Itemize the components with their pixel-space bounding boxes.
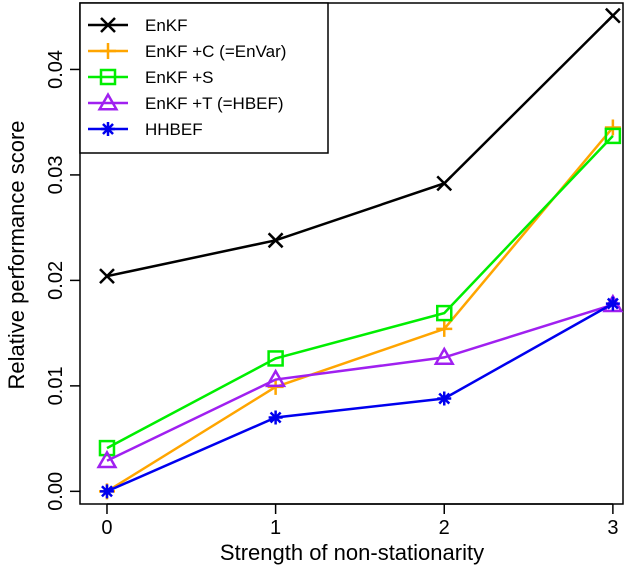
data-point-square xyxy=(604,127,622,145)
legend-label: EnKF +T (=HBEF) xyxy=(145,94,284,113)
data-point-x xyxy=(436,175,453,192)
data-point-triangle xyxy=(265,368,287,388)
legend-item: EnKF +C (=EnVar) xyxy=(88,42,286,61)
y-tick-label: 0.04 xyxy=(45,50,67,89)
data-point-asterisk xyxy=(268,410,283,425)
x-tick-label: 3 xyxy=(607,517,618,539)
data-point-square xyxy=(98,439,116,457)
y-tick-label: 0.02 xyxy=(45,261,67,300)
legend-marker-plus xyxy=(100,43,116,59)
data-point-asterisk xyxy=(99,484,114,499)
x-tick-label: 2 xyxy=(439,517,450,539)
data-point-square xyxy=(435,304,453,322)
legend-item: EnKF +S xyxy=(88,68,214,87)
series-layer xyxy=(96,7,624,500)
series-hhbef xyxy=(99,296,620,499)
legend-marker-triangle xyxy=(97,92,119,111)
data-point-x xyxy=(99,268,115,285)
y-tick-label: 0.00 xyxy=(45,472,67,511)
data-point-x xyxy=(604,7,621,24)
series-line xyxy=(106,135,614,450)
legend-marker-x xyxy=(100,17,116,33)
series-line xyxy=(106,303,614,462)
legend-label: HHBEF xyxy=(145,120,203,139)
series-enkf-t-hbef xyxy=(96,293,624,469)
data-point-x xyxy=(267,232,284,249)
legend-item: EnKF xyxy=(88,16,188,35)
data-point-asterisk xyxy=(437,391,452,406)
data-point-triangle xyxy=(96,449,118,469)
series-enkf-s xyxy=(98,127,622,457)
y-tick-label: 0.03 xyxy=(45,155,67,194)
x-axis-title: Strength of non-stationarity xyxy=(220,540,484,565)
data-point-square xyxy=(267,350,284,367)
data-point-asterisk xyxy=(605,296,620,311)
series-line xyxy=(106,126,614,493)
data-point-plus xyxy=(436,320,453,337)
series-line xyxy=(106,302,614,493)
legend-marker-square xyxy=(99,68,117,86)
data-point-plus xyxy=(604,119,621,136)
series-enkf-c-envar xyxy=(98,119,621,500)
legend-item: HHBEF xyxy=(88,120,203,139)
legend-label: EnKF +S xyxy=(145,68,214,87)
legend-item: EnKF +T (=HBEF) xyxy=(88,92,284,113)
legend-label: EnKF xyxy=(145,16,188,35)
axes: 0 1 2 3 0.00 0.01 0.02 0.03 0.04 xyxy=(45,50,618,539)
data-point-triangle xyxy=(433,346,455,365)
series-line xyxy=(106,14,614,278)
series-enkf xyxy=(99,7,621,285)
legend: EnKF EnKF +C (=EnVar) EnKF +S EnKF +T (=HBE… xyxy=(79,2,329,154)
x-tick-label: 1 xyxy=(270,517,281,539)
y-tick-label: 0.01 xyxy=(45,366,67,405)
legend-label: EnKF +C (=EnVar) xyxy=(145,42,286,61)
y-axis-title: Relative performance score xyxy=(4,120,29,389)
legend-marker-asterisk xyxy=(101,122,115,136)
x-tick-label: 0 xyxy=(101,517,112,539)
